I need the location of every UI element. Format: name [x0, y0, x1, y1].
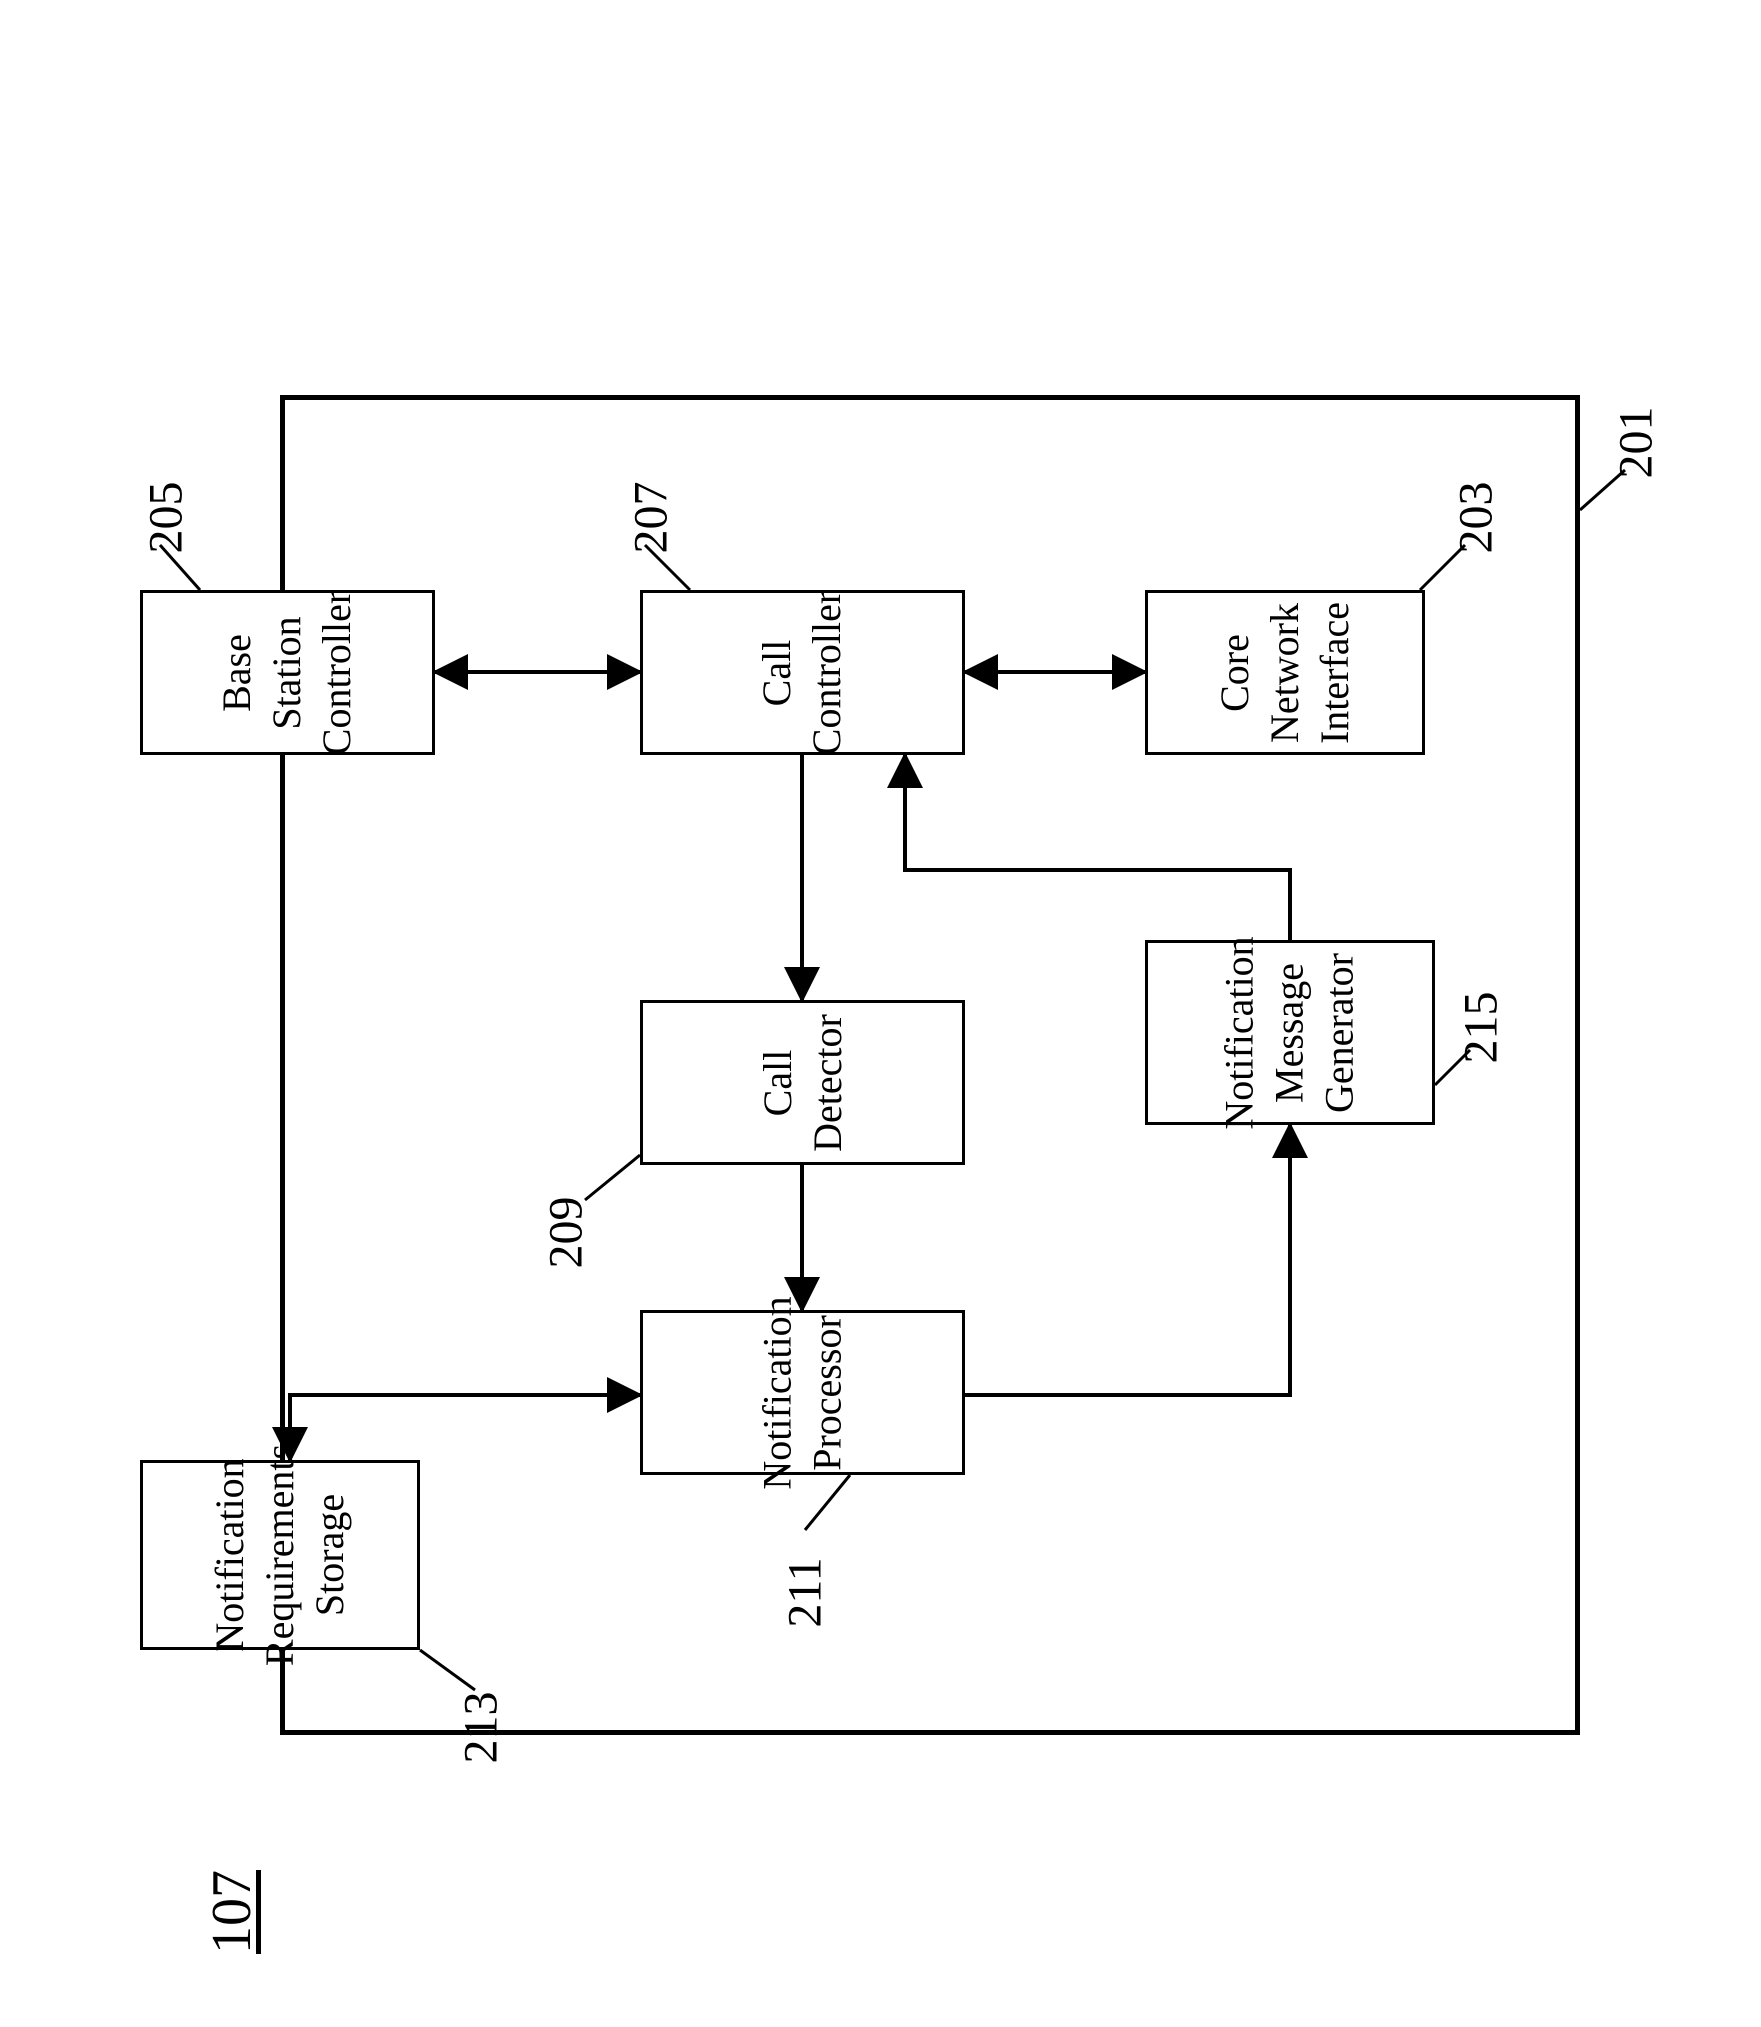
ref-207: 207: [624, 482, 679, 554]
label-call-controller: CallController: [752, 590, 852, 754]
box-core-network-interface: CoreNetworkInterface: [1145, 590, 1425, 755]
ref-209: 209: [539, 1197, 594, 1269]
label-notification-processor: NotificationProcessor: [753, 1296, 853, 1489]
ref-201: 201: [1609, 407, 1664, 479]
box-notification-processor: NotificationProcessor: [640, 1310, 965, 1475]
box-call-detector: CallDetector: [640, 1000, 965, 1165]
ref-213: 213: [454, 1692, 509, 1764]
box-call-controller: CallController: [640, 590, 965, 755]
ref-215: 215: [1454, 992, 1509, 1064]
label-notification-message-generator: NotificationMessageGenerator: [1215, 936, 1365, 1129]
diagram-stage: BaseStationController CallController Cor…: [0, 0, 1761, 2027]
ref-211: 211: [778, 1557, 833, 1627]
box-notification-requirements-storage: NotificationRequirementsStorage: [140, 1460, 420, 1650]
box-notification-message-generator: NotificationMessageGenerator: [1145, 940, 1435, 1125]
label-call-detector: CallDetector: [752, 1014, 852, 1152]
label-base-station-controller: BaseStationController: [212, 590, 362, 754]
ref-203: 203: [1449, 482, 1504, 554]
box-base-station-controller: BaseStationController: [140, 590, 435, 755]
figure-ref-107: 107: [200, 1870, 264, 1954]
ref-205: 205: [139, 482, 194, 554]
label-core-network-interface: CoreNetworkInterface: [1210, 601, 1360, 743]
label-notification-requirements-storage: NotificationRequirementsStorage: [205, 1444, 355, 1666]
